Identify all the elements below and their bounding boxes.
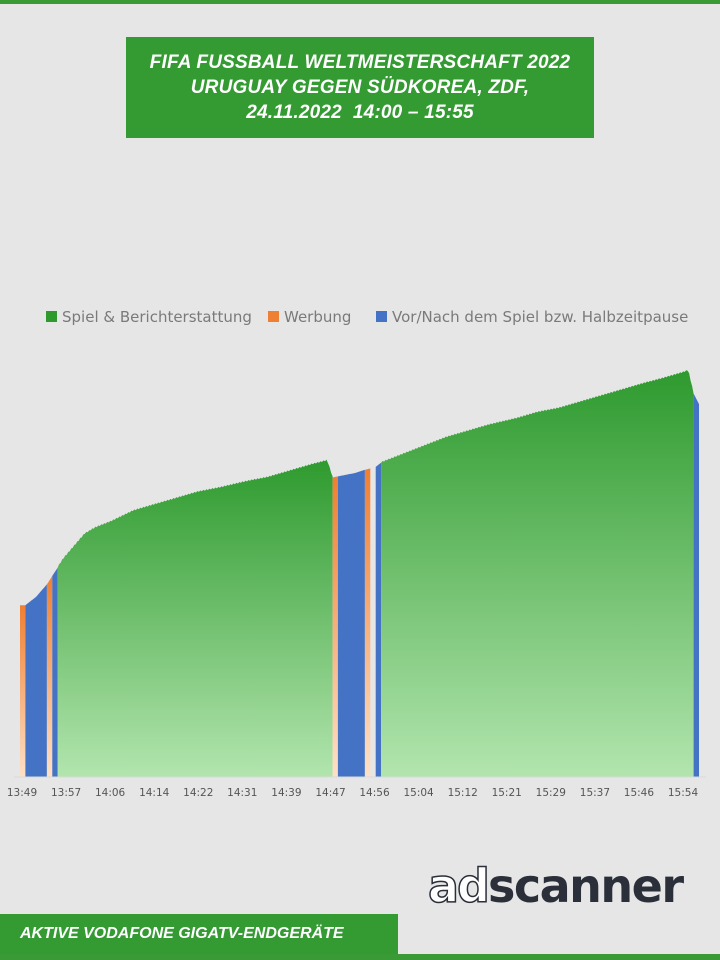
legend-label-2: Vor/Nach dem Spiel bzw. Halbzeitpause xyxy=(392,308,688,326)
x-tick-label-12: 15:29 xyxy=(536,787,566,799)
area-segment-7 xyxy=(364,468,371,777)
title-line-1: FIFA FUSSBALL WELTMEISTERSCHAFT 2022 xyxy=(149,52,571,73)
bottom-accent-bar xyxy=(0,954,720,960)
x-tick-label-4: 14:22 xyxy=(183,787,213,799)
area-segment-9 xyxy=(381,370,694,777)
logo-part-scanner: scanner xyxy=(487,859,684,913)
area-segment-4 xyxy=(57,459,333,777)
audience-area-chart: Spiel & Berichterstattung Werbung Vor/Nach… xyxy=(7,308,706,799)
x-tick-label-5: 14:31 xyxy=(227,787,257,799)
chart-area-segments xyxy=(14,370,706,778)
area-segment-10 xyxy=(693,393,699,777)
x-tick-label-9: 15:04 xyxy=(403,787,434,799)
area-segment-8 xyxy=(375,462,382,777)
legend-label-0: Spiel & Berichterstattung xyxy=(62,308,252,326)
chart-legend: Spiel & Berichterstattung Werbung Vor/Nach… xyxy=(46,308,688,326)
x-tick-label-8: 14:56 xyxy=(359,787,390,799)
x-tick-label-6: 14:39 xyxy=(271,787,301,799)
legend-swatch-1 xyxy=(268,311,279,322)
footer-label: AKTIVE VODAFONE GIGATV-ENDGERÄTE xyxy=(0,914,398,954)
x-tick-label-14: 15:46 xyxy=(624,787,655,799)
adscanner-logo: adscanner xyxy=(427,858,684,914)
x-tick-label-15: 15:54 xyxy=(668,787,699,799)
x-tick-label-13: 15:37 xyxy=(580,787,610,799)
area-segment-5 xyxy=(332,476,338,777)
legend-label-1: Werbung xyxy=(284,308,351,326)
x-axis-ticks: 13:49 13:57 14:06 14:14 14:22 14:31 14:39 14:47… xyxy=(7,787,699,799)
title-line-2: URUGUAY GEGEN SÜDKOREA, ZDF, xyxy=(190,77,530,98)
area-segment-2 xyxy=(46,575,53,777)
logo-part-ad: ad xyxy=(427,858,490,914)
area-segment-3 xyxy=(52,567,58,777)
x-tick-label-3: 14:14 xyxy=(139,787,170,799)
x-tick-label-0: 13:49 xyxy=(7,787,37,799)
title-line-3: 24.11.2022 14:00 – 15:55 xyxy=(246,102,474,123)
x-tick-label-10: 15:12 xyxy=(448,787,478,799)
top-accent-bar xyxy=(0,0,720,4)
x-tick-label-11: 15:21 xyxy=(492,787,522,799)
legend-swatch-0 xyxy=(46,311,57,322)
area-segment-1 xyxy=(25,584,47,777)
x-tick-label-7: 14:47 xyxy=(315,787,345,799)
area-segment-6 xyxy=(337,469,365,777)
x-tick-label-2: 14:06 xyxy=(95,787,126,799)
area-segment-0 xyxy=(20,605,26,777)
chart-title-box: FIFA FUSSBALL WELTMEISTERSCHAFT 2022 URU… xyxy=(126,37,594,138)
x-tick-label-1: 13:57 xyxy=(51,787,81,799)
legend-swatch-2 xyxy=(376,311,387,322)
